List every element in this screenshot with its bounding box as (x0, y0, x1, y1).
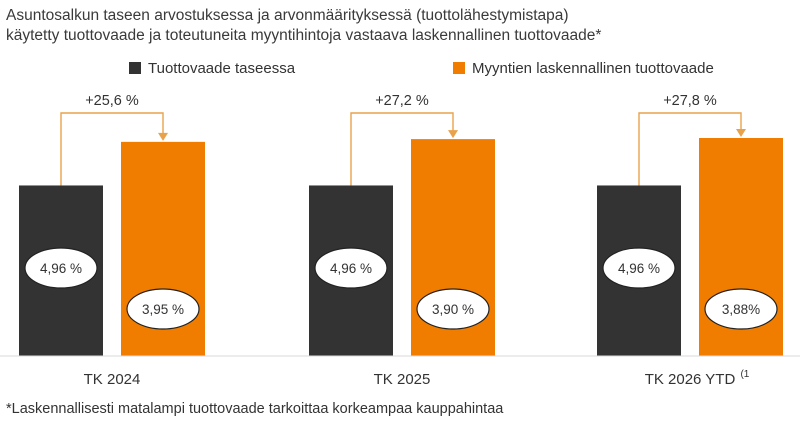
difference-arrowhead-tk-2026-ytd (736, 129, 746, 137)
value-label-sales-tk-2025: 3,90 % (432, 302, 474, 317)
legend-label-sales: Myyntien laskennallinen tuottovaade (472, 60, 714, 77)
legend-swatch-balance (129, 62, 141, 74)
category-superscript-tk-2026-ytd: (1 (740, 369, 749, 380)
legend: Tuottovaade taseessa Myyntien laskennall… (129, 60, 714, 77)
value-label-balance-tk-2025: 4,96 % (330, 261, 372, 276)
category-label-tk-2025: TK 2025 (374, 371, 431, 388)
bar-groups: 4,96 % 3,95 % +25,6 % TK 2024 4,96 % 3,90 % +2… (19, 93, 783, 388)
difference-label-tk-2024: +25,6 % (85, 93, 139, 109)
difference-bracket-tk-2026-ytd (638, 112, 742, 186)
difference-arrowhead-tk-2025 (448, 130, 458, 139)
value-bubble-balance-tk-2024 (24, 247, 98, 289)
value-label-balance-tk-2026-ytd: 4,96 % (618, 261, 660, 276)
difference-arrowhead-tk-2024 (158, 132, 168, 141)
difference-bracket-tk-2025 (350, 112, 454, 186)
footnote: *Laskennallisesti matalampi tuottovaade … (6, 401, 504, 417)
legend-label-balance: Tuottovaade taseessa (148, 60, 296, 77)
difference-label-tk-2025: +27,2 % (375, 93, 429, 109)
category-label-tk-2026-ytd: TK 2026 YTD (645, 371, 736, 388)
legend-swatch-sales (453, 62, 465, 74)
value-label-sales-tk-2024: 3,95 % (142, 302, 184, 317)
difference-label-tk-2026-ytd: +27,8 % (663, 93, 717, 109)
category-label-tk-2024: TK 2024 (84, 371, 141, 388)
value-bubble-sales-tk-2025 (416, 288, 490, 330)
value-bubble-sales-tk-2024 (126, 288, 200, 330)
value-bubble-balance-tk-2025 (314, 247, 388, 289)
chart-title: Asuntosalkun taseen arvostuksessa ja arv… (6, 6, 786, 46)
value-bubble-balance-tk-2026-ytd (602, 247, 676, 289)
value-label-sales-tk-2026-ytd: 3,88% (722, 302, 760, 317)
chart-title-line-1: Asuntosalkun taseen arvostuksessa ja arv… (6, 7, 569, 24)
value-label-balance-tk-2024: 4,96 % (40, 261, 82, 276)
chart-title-line-2: käytetty tuottovaade ja toteutuneita myy… (6, 27, 602, 44)
difference-bracket-tk-2024 (60, 112, 164, 186)
value-bubble-sales-tk-2026-ytd (704, 288, 778, 330)
